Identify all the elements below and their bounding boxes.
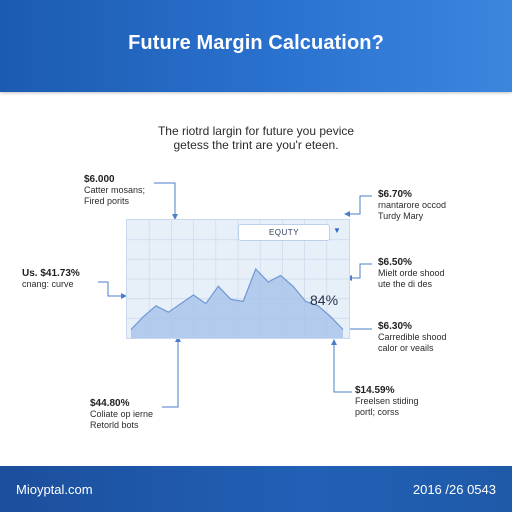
callout-right-2-value: $6.50%	[378, 257, 412, 268]
connector-right-2	[348, 263, 372, 279]
connector-top-left	[154, 182, 176, 219]
connector-bottom-left	[162, 337, 179, 408]
callout-bottom-right-value: $14.59%	[355, 385, 395, 396]
callout-top-left-line1: Catter mosans;	[84, 185, 146, 195]
callout-right-1-line2: Turdy Mary	[378, 211, 424, 221]
callout-right-1: $6.70% rnantarore occod Turdy Mary	[378, 189, 446, 222]
callout-bottom-right-line2: portl; corss	[355, 407, 400, 417]
callout-right-2: $6.50% Mielt orde shood ute the di des	[378, 257, 445, 290]
callout-bottom-right: $14.59% Freelsen stiding portl; corss	[355, 385, 419, 418]
callout-bottom-right-line1: Freelsen stiding	[355, 396, 419, 406]
callout-top-left: $6.000 Catter mosans; Fired porits	[84, 174, 145, 207]
chevron-down-icon[interactable]: ▼	[333, 226, 341, 235]
callout-bottom-left-line2: Retorld bots	[90, 420, 139, 430]
connector-mid-left	[98, 281, 126, 297]
footer-date-code: 2016 /26 0543	[412, 482, 496, 497]
header-banner: Future Margin Calcuation?	[0, 0, 512, 92]
callout-right-2-line1: Mielt orde shood	[378, 268, 445, 278]
callout-right-2-line2: ute the di des	[378, 279, 433, 289]
connector-bottom-right	[333, 340, 352, 393]
callout-mid-left-value: Us. $41.73%	[22, 268, 80, 279]
footer-bar: Mioyptal.com 2016 /26 0543	[0, 466, 512, 512]
intro-line-1: The riotrd largin for future you pevice	[157, 124, 355, 138]
callout-right-3: $6.30% Carredible shood calor or veails	[378, 321, 447, 354]
footer-site-link[interactable]: Mioyptal.com	[16, 482, 93, 497]
chart-percent-label: 84%	[310, 292, 339, 308]
callout-right-3-line2: calor or veails	[378, 343, 434, 353]
callout-right-1-value: $6.70%	[378, 189, 412, 200]
callout-mid-left-line1: cnang: curve	[22, 279, 74, 289]
legend-dropdown[interactable]: EQUTY	[238, 224, 330, 241]
intro-line-2: getess the trint are you'r eteen.	[173, 138, 339, 152]
area-series-line	[130, 267, 344, 330]
area-series	[131, 269, 343, 338]
callout-right-1-line1: rnantarore occod	[378, 200, 447, 210]
callout-bottom-left-line1: Coliate op ierne	[90, 409, 154, 419]
callout-bottom-left: $44.80% Coliate op ierne Retorld bots	[90, 398, 153, 431]
arrow-right-1	[344, 211, 350, 217]
intro-text: The riotrd largin for future you pevice …	[100, 124, 412, 152]
callout-right-3-value: $6.30%	[378, 321, 412, 332]
callout-top-left-value: $6.000	[84, 174, 115, 185]
arrow-mid-left	[121, 293, 127, 299]
page-title: Future Margin Calcuation?	[128, 32, 384, 54]
arrow-bottom-right	[331, 339, 337, 345]
callout-bottom-left-value: $44.80%	[90, 398, 130, 409]
arrow-bottom-left	[175, 336, 181, 342]
arrow-top-left	[172, 214, 178, 220]
callout-right-3-line1: Carredible shood	[378, 332, 447, 342]
callout-top-left-line2: Fired porits	[84, 196, 130, 206]
connector-right-1	[346, 195, 372, 215]
callout-mid-left: Us. $41.73% cnang: curve	[22, 268, 80, 290]
